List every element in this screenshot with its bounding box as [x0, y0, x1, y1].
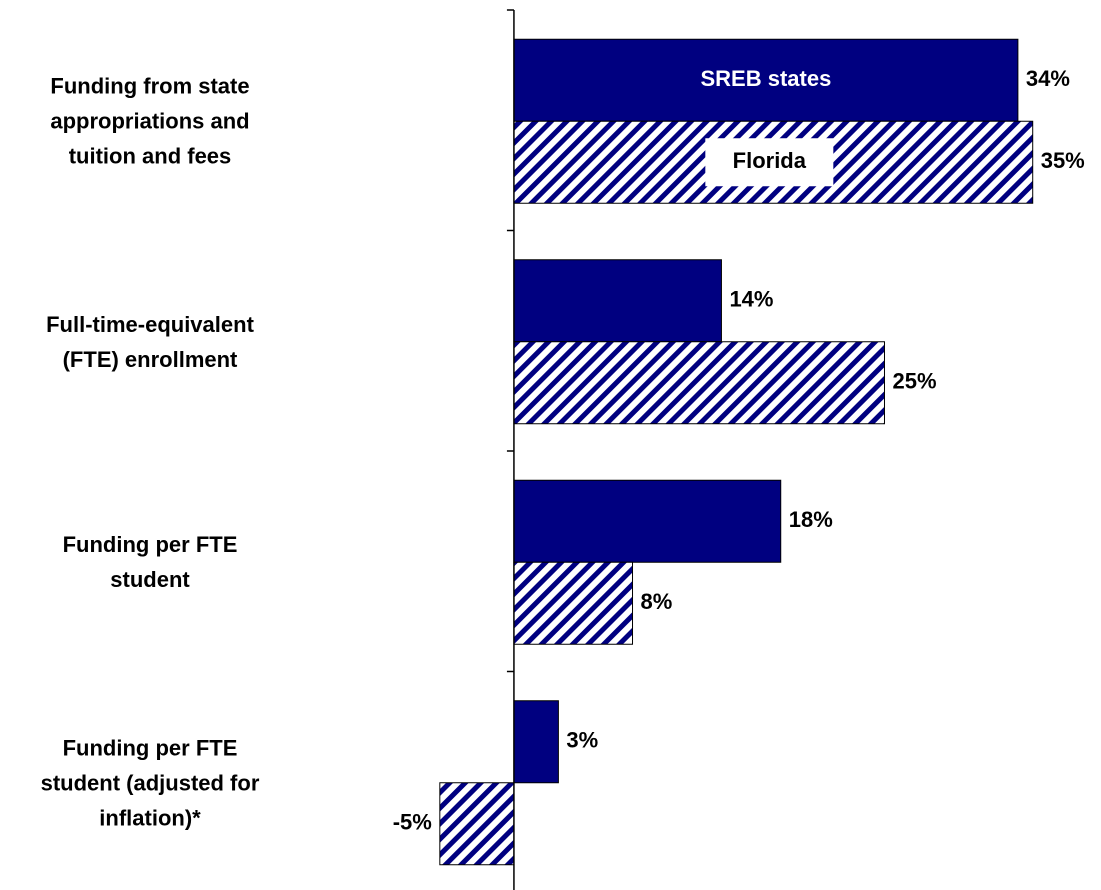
bar: [439, 782, 515, 866]
bar: [513, 700, 559, 784]
bar: [513, 259, 722, 343]
bar: [513, 341, 885, 425]
value-label: 34%: [1026, 66, 1070, 91]
bar: [513, 38, 1019, 122]
legend-box: [705, 138, 834, 187]
value-label: 3%: [566, 728, 598, 753]
value-label: 14%: [729, 287, 773, 312]
category-label: Funding from state appropriations and tu…: [50, 73, 250, 169]
category-label: Funding per FTE student: [62, 532, 238, 593]
legend-label: SREB states: [700, 66, 831, 91]
value-label: 18%: [789, 507, 833, 532]
bar: [513, 561, 634, 645]
legend-label: Florida: [733, 148, 807, 173]
value-label: 25%: [892, 369, 936, 394]
bar: [513, 479, 782, 563]
category-label: Funding per FTE student (adjusted for in…: [40, 735, 260, 831]
value-label: 35%: [1041, 148, 1085, 173]
category-label: Full-time-equivalent (FTE) enrollment: [46, 311, 254, 372]
value-label: -5%: [393, 810, 432, 835]
value-label: 8%: [641, 589, 673, 614]
